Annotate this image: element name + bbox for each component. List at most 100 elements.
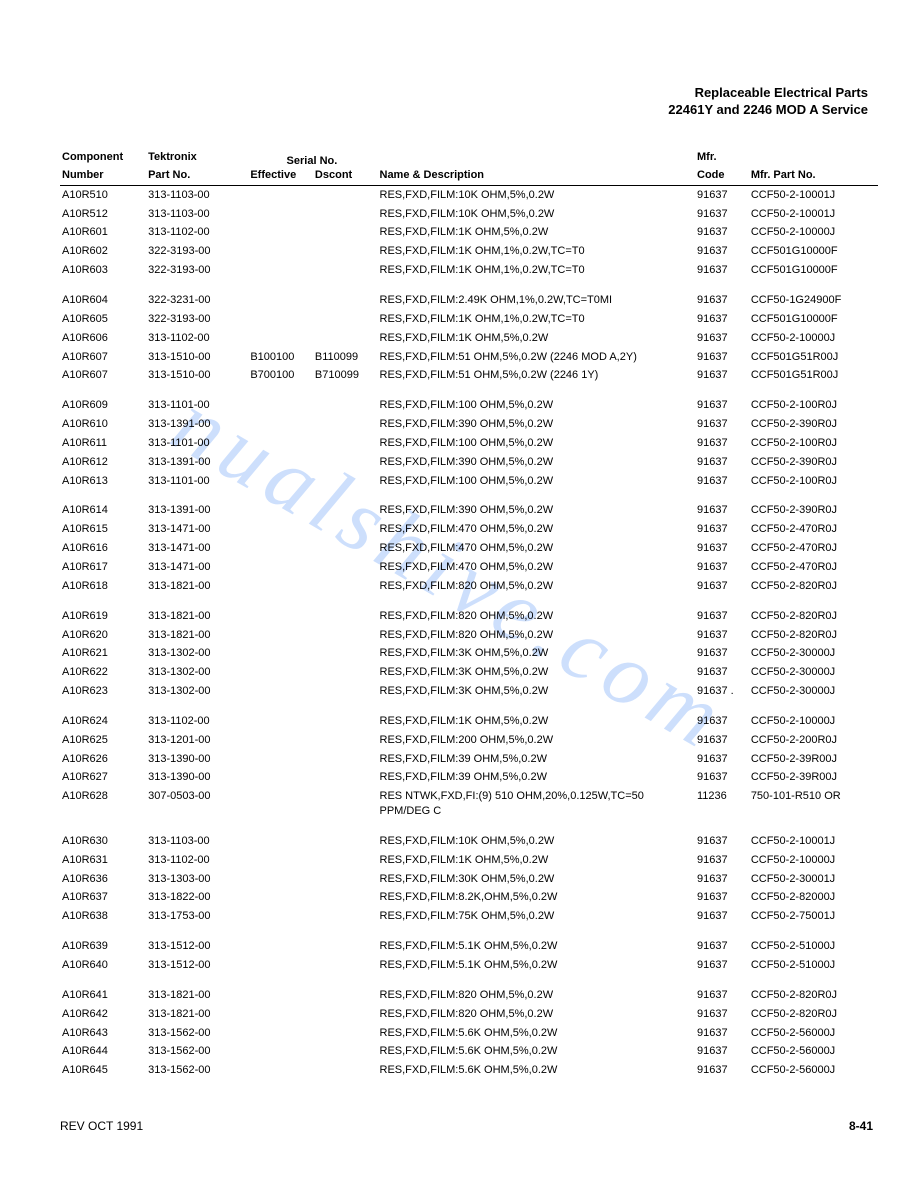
cell-dscont	[313, 242, 378, 261]
cell-effective	[248, 1061, 313, 1080]
cell-partno: 313-1821-00	[146, 577, 248, 596]
cell-partno: 313-1102-00	[146, 851, 248, 870]
table-row: A10R605322-3193-00RES,FXD,FILM:1K OHM,1%…	[60, 310, 878, 329]
cell-effective	[248, 956, 313, 975]
cell-effective	[248, 577, 313, 596]
cell-component: A10R642	[60, 1005, 146, 1024]
cell-dscont	[313, 1042, 378, 1061]
cell-dscont	[313, 644, 378, 663]
cell-effective	[248, 434, 313, 453]
cell-partno: 313-1303-00	[146, 870, 248, 889]
table-row: A10R631313-1102-00RES,FXD,FILM:1K OHM,5%…	[60, 851, 878, 870]
cell-dscont	[313, 261, 378, 280]
spacer-row	[60, 490, 878, 501]
cell-component: A10R621	[60, 644, 146, 663]
cell-dscont	[313, 223, 378, 242]
cell-effective	[248, 851, 313, 870]
cell-partno: 313-1390-00	[146, 750, 248, 769]
cell-effective	[248, 888, 313, 907]
cell-effective	[248, 626, 313, 645]
cell-mfrpart: CCF50-2-56000J	[749, 1024, 878, 1043]
cell-mfrcode: 91637	[695, 626, 749, 645]
table-row: A10R612313-1391-00RES,FXD,FILM:390 OHM,5…	[60, 453, 878, 472]
cell-effective	[248, 558, 313, 577]
cell-mfrcode: 91637	[695, 937, 749, 956]
cell-dscont	[313, 663, 378, 682]
cell-description: RES,FXD,FILM:820 OHM,5%,0.2W	[378, 986, 696, 1005]
cell-description: RES,FXD,FILM:39 OHM,5%,0.2W	[378, 750, 696, 769]
cell-partno: 313-1821-00	[146, 1005, 248, 1024]
cell-mfrcode: 91637	[695, 712, 749, 731]
cell-description: RES,FXD,FILM:75K OHM,5%,0.2W	[378, 907, 696, 926]
cell-dscont	[313, 607, 378, 626]
cell-component: A10R609	[60, 396, 146, 415]
cell-description: RES,FXD,FILM:5.6K OHM,5%,0.2W	[378, 1024, 696, 1043]
col-header-serial: Serial No.	[248, 149, 377, 167]
cell-dscont	[313, 453, 378, 472]
table-row: A10R626313-1390-00RES,FXD,FILM:39 OHM,5%…	[60, 750, 878, 769]
cell-description: RES,FXD,FILM:1K OHM,1%,0.2W,TC=T0	[378, 261, 696, 280]
table-row: A10R601313-1102-00RES,FXD,FILM:1K OHM,5%…	[60, 223, 878, 242]
cell-description: RES,FXD,FILM:820 OHM,5%,0.2W	[378, 626, 696, 645]
cell-mfrpart: CCF50-2-30000J	[749, 682, 878, 701]
cell-mfrcode: 91637	[695, 501, 749, 520]
cell-dscont	[313, 1061, 378, 1080]
cell-effective	[248, 907, 313, 926]
col-header-mfrpart: Mfr. Part No.	[749, 167, 878, 186]
cell-mfrcode: 91637	[695, 223, 749, 242]
table-row: A10R618313-1821-00RES,FXD,FILM:820 OHM,5…	[60, 577, 878, 596]
col-header-namedesc: Name & Description	[378, 167, 696, 186]
cell-description: RES,FXD,FILM:10K OHM,5%,0.2W	[378, 832, 696, 851]
cell-dscont	[313, 539, 378, 558]
cell-partno: 313-1302-00	[146, 644, 248, 663]
cell-mfrpart: CCF50-2-100R0J	[749, 434, 878, 453]
page-header: Replaceable Electrical Parts 22461Y and …	[60, 85, 878, 119]
cell-component: A10R607	[60, 366, 146, 385]
spacer-row	[60, 821, 878, 832]
cell-dscont	[313, 626, 378, 645]
cell-partno: 313-1101-00	[146, 434, 248, 453]
col-header-code: Code	[695, 167, 749, 186]
cell-component: A10R512	[60, 205, 146, 224]
cell-mfrpart: 750-101-R510 OR	[749, 787, 878, 821]
cell-component: A10R614	[60, 501, 146, 520]
cell-mfrpart: CCF50-2-82000J	[749, 888, 878, 907]
cell-description: RES,FXD,FILM:1K OHM,1%,0.2W,TC=T0	[378, 242, 696, 261]
cell-component: A10R628	[60, 787, 146, 821]
table-row: A10R614313-1391-00RES,FXD,FILM:390 OHM,5…	[60, 501, 878, 520]
cell-dscont	[313, 956, 378, 975]
cell-partno: 313-1103-00	[146, 185, 248, 204]
col-header-dscont: Dscont	[313, 167, 378, 186]
cell-mfrpart: CCF50-2-30001J	[749, 870, 878, 889]
cell-partno: 322-3193-00	[146, 261, 248, 280]
cell-effective	[248, 1005, 313, 1024]
cell-component: A10R636	[60, 870, 146, 889]
cell-dscont	[313, 832, 378, 851]
cell-description: RES,FXD,FILM:200 OHM,5%,0.2W	[378, 731, 696, 750]
cell-mfrcode: 91637	[695, 577, 749, 596]
cell-dscont	[313, 396, 378, 415]
cell-partno: 313-1101-00	[146, 472, 248, 491]
cell-partno: 313-1103-00	[146, 205, 248, 224]
spacer-row	[60, 280, 878, 291]
cell-effective	[248, 261, 313, 280]
table-row: A10R640313-1512-00RES,FXD,FILM:5.1K OHM,…	[60, 956, 878, 975]
cell-mfrpart: CCF50-2-390R0J	[749, 453, 878, 472]
cell-description: RES,FXD,FILM:2.49K OHM,1%,0.2W,TC=T0MI	[378, 291, 696, 310]
cell-mfrpart: CCF50-2-56000J	[749, 1042, 878, 1061]
cell-effective	[248, 750, 313, 769]
cell-component: A10R620	[60, 626, 146, 645]
cell-description: RES,FXD,FILM:39 OHM,5%,0.2W	[378, 768, 696, 787]
cell-mfrcode: 91637 .	[695, 682, 749, 701]
cell-description: RES,FXD,FILM:3K OHM,5%,0.2W	[378, 644, 696, 663]
cell-effective	[248, 329, 313, 348]
cell-effective	[248, 205, 313, 224]
table-row: A10R607313-1510-00B700100B710099RES,FXD,…	[60, 366, 878, 385]
cell-component: A10R644	[60, 1042, 146, 1061]
cell-dscont	[313, 787, 378, 821]
cell-component: A10R631	[60, 851, 146, 870]
cell-partno: 313-1821-00	[146, 986, 248, 1005]
cell-effective	[248, 937, 313, 956]
cell-dscont	[313, 291, 378, 310]
cell-effective	[248, 185, 313, 204]
